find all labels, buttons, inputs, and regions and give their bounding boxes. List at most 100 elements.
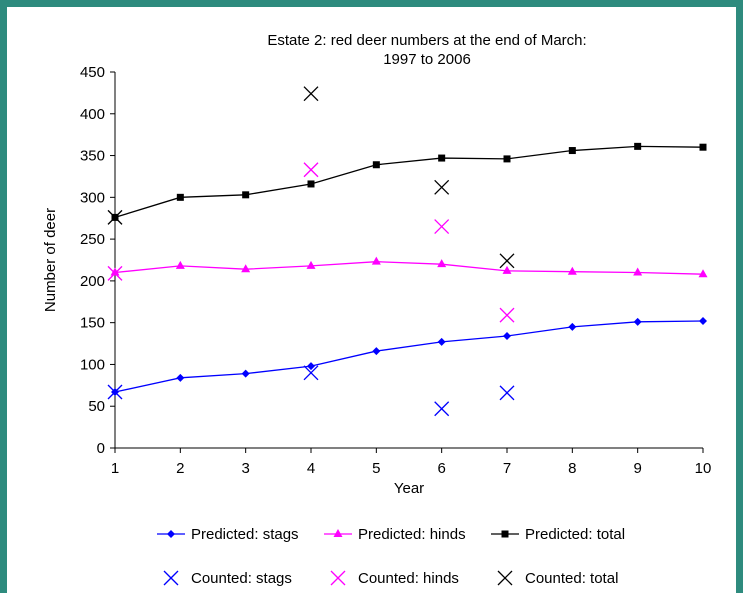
x-tick-label: 4 [307,460,315,477]
data-point-predicted-total [242,191,250,199]
data-point-predicted-total [438,154,446,162]
data-point-counted-stags-stroke [107,384,123,400]
x-tick-label: 5 [372,460,380,477]
x-tick-label: 2 [176,460,184,477]
data-point-predicted-total [307,180,315,188]
y-tick-label: 100 [80,356,105,373]
data-point-predicted-hinds [371,256,381,265]
x-tick-label: 7 [503,460,511,477]
data-point-counted-hinds-stroke [303,162,319,178]
data-point-counted-total [107,209,123,225]
y-tick-label: 400 [80,106,105,123]
line-chart: Estate 2: red deer numbers at the end of… [42,32,712,587]
x-tick-label: 3 [241,460,249,477]
legend-marker [497,570,513,586]
x-tick-label: 10 [695,460,712,477]
data-point-counted-stags [303,365,319,381]
data-point-counted-total-stroke [107,209,123,225]
y-tick-label: 50 [88,398,105,415]
data-point-counted-stags [434,401,450,417]
series-predicted-hinds [110,256,708,278]
legend-marker [501,530,509,538]
legend-marker [330,570,346,586]
data-point-predicted-hinds [567,266,577,275]
legend-item-predicted-total: Predicted: total [491,526,625,543]
series-counted-stags [107,365,515,417]
legend-item-predicted-hinds: Predicted: hinds [324,526,466,543]
data-point-predicted-hinds [698,269,708,278]
series-counted-total [107,86,515,269]
data-point-counted-total [434,179,450,195]
y-tick-label: 150 [80,315,105,332]
data-point-counted-stags-stroke [303,365,319,381]
legend-label: Counted: total [525,570,618,587]
data-point-predicted-hinds [633,267,643,276]
x-tick-label: 8 [568,460,576,477]
axes [114,72,703,449]
data-point-predicted-total [372,161,380,169]
data-point-predicted-total [176,193,184,201]
data-point-counted-total-stroke [434,179,450,195]
legend-marker [167,530,175,538]
data-point-counted-total [303,86,319,102]
series-layer [107,86,708,417]
data-point-counted-hinds [107,265,123,281]
series-line-predicted-total [114,145,704,219]
data-point-predicted-hinds [110,267,120,276]
data-point-predicted-hinds [241,264,251,273]
legend-label: Predicted: hinds [358,526,466,543]
y-tick-label: 300 [80,189,105,206]
y-ticks: 0 50 100 150 200 250 300 350 400 450 [80,64,115,457]
data-point-predicted-hinds [502,265,512,274]
data-point-counted-stags-stroke [434,401,450,417]
data-point-predicted-stags [307,362,315,371]
x-axis-label: Year [394,480,424,497]
data-point-predicted-stags [241,369,250,378]
data-point-counted-total-stroke [303,86,319,102]
series-counted-hinds [107,162,515,323]
legend-label: Counted: hinds [358,570,459,587]
legend: Predicted: stags Predicted: hinds Predicte… [157,526,625,587]
data-point-counted-hinds [499,307,515,323]
legend-label: Predicted: total [525,526,625,543]
data-point-counted-stags-stroke [499,385,515,401]
legend-label: Predicted: stags [191,526,299,543]
x-ticks: 1 2 3 4 5 6 7 8 9 10 [111,448,712,477]
data-point-predicted-hinds [306,260,316,269]
series-predicted-stags [111,316,707,397]
data-point-counted-stags [107,384,123,400]
legend-item-counted-hinds: Counted: hinds [330,570,459,587]
data-point-counted-hinds [434,219,450,235]
x-tick-label: 6 [437,460,445,477]
series-line-predicted-hinds [114,261,704,275]
y-tick-label: 200 [80,273,105,290]
data-point-predicted-total [568,147,576,155]
data-point-predicted-stags [437,337,446,346]
data-point-counted-hinds [303,162,319,178]
series-line-predicted-stags [114,320,704,393]
data-point-predicted-total [699,143,707,151]
legend-marker [333,529,343,537]
y-tick-label: 350 [80,148,105,165]
y-tick-label: 450 [80,64,105,81]
data-point-counted-hinds-stroke [107,265,123,281]
x-tick-label: 1 [111,460,119,477]
data-point-predicted-stags [568,322,577,331]
data-point-predicted-stags [699,316,707,325]
legend-label: Counted: stags [191,570,292,587]
legend-item-predicted-stags: Predicted: stags [157,526,299,543]
data-point-predicted-stags [503,332,511,341]
legend-marker [163,570,179,586]
data-point-predicted-hinds [437,259,447,268]
data-point-predicted-hinds [175,260,185,269]
data-point-predicted-stags [176,373,185,382]
data-point-counted-hinds-stroke [499,307,515,323]
x-tick-label: 9 [633,460,641,477]
y-tick-label: 250 [80,231,105,248]
data-point-predicted-total [503,155,511,163]
data-point-predicted-stags [372,347,381,356]
legend-marker-stroke [163,570,179,586]
data-point-counted-stags [499,385,515,401]
y-tick-label: 0 [97,440,105,457]
